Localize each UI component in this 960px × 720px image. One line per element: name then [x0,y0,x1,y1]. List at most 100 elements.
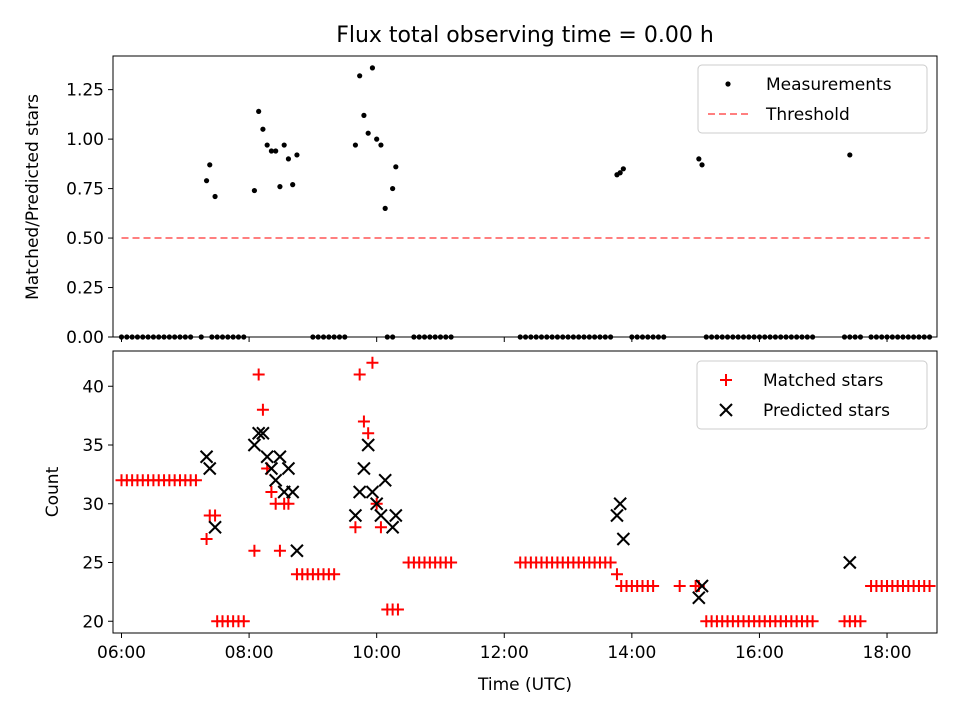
predicted-stars-point [208,520,222,534]
matched-stars-point [357,415,370,428]
predicted-stars-point [203,461,217,476]
x-tick-label: 14:00 [607,643,656,663]
top-axes-frame [112,55,938,338]
matched-stars-point [282,497,295,510]
predicted-stars-point [695,579,709,593]
measurement-point [277,184,283,190]
measurement-point [212,193,218,200]
predicted-stars-point [369,497,384,511]
matched-stars-point [362,427,375,440]
predicted-stars-point [348,508,363,523]
matched-stars-point [328,568,341,581]
predicted-stars-point [290,544,304,558]
top-legend-box [697,64,928,134]
predicted-stars-point [352,485,367,499]
measurement-point [268,148,275,154]
top-y-axis: 0.00 0.25 0.50 0.75 1.00 1.25 [66,81,113,348]
legend-threshold-label: Threshold [765,105,850,125]
measurement-point [617,170,623,176]
matched-stars-point [610,568,623,581]
predicted-stars-point [616,532,631,546]
top-chart-title: Flux total observing time = 0.00 h [336,23,714,48]
predicted-stars-point [378,473,392,487]
predicted-stars-point [843,555,857,570]
y-tick-label: 1.25 [66,81,104,101]
x-tick-label: 16:00 [735,643,784,663]
legend-matched-label: Matched stars [763,371,883,391]
predicted-stars-point [613,497,627,511]
y-tick-label: 35 [82,436,104,456]
matched-stars-point [265,486,278,498]
matched-stars-point [237,615,250,628]
matched-stars-point [273,544,286,557]
measurement-point [369,65,376,71]
matched-stars-point [200,533,213,545]
measurement-point [251,187,258,194]
measurement-point [290,182,296,188]
y-tick-label: 0.00 [66,328,104,348]
matched-stars-point [209,509,222,522]
measurement-point [374,136,380,142]
measurement-point [382,205,388,211]
bottom-panel: 20 25 30 35 40 06:00 08:00 10:00 12:00 14:00 16:0… [43,350,938,695]
top-y-axis-label: Matched/Predicted stars [23,94,43,300]
predicted-stars-point [268,473,283,487]
measurement-point [620,166,626,172]
measurement-point [207,162,213,168]
bottom-series-layer [115,356,936,628]
measurement-point [699,162,705,168]
y-tick-label: 40 [82,377,104,397]
matched-stars-point [673,580,686,592]
matched-stars-point [923,580,936,592]
legend-matched-marker [720,374,732,386]
predicted-stars-point [374,508,388,523]
matched-stars-point [854,615,867,628]
measurement-point [393,164,399,170]
matched-stars-point [248,544,261,557]
y-tick-label: 0.25 [66,279,104,299]
measurement-point [281,142,287,148]
measurement-point [361,112,367,118]
y-tick-label: 1.00 [66,130,104,150]
y-tick-label: 0.50 [66,229,104,249]
y-tick-label: 30 [82,495,104,515]
x-tick-label: 12:00 [480,643,529,663]
predicted-stars-point [199,450,214,464]
measurement-point [847,152,853,158]
predicted-stars-point [260,450,274,464]
predicted-stars-point [264,461,279,476]
bottom-y-axis-label: Count [43,466,63,517]
matched-stars-point [374,521,387,534]
bottom-x-axis: 06:00 08:00 10:00 12:00 14:00 16:00 18:00 [97,633,912,663]
top-panel: 0.00 0.25 0.50 0.75 1.00 1.25 Matched/Predict… [23,55,938,348]
predicted-stars-point [285,485,300,499]
bottom-axes-frame [112,350,938,634]
measurement-point [352,142,359,148]
bottom-legend-box [696,360,928,430]
bottom-legend: Matched stars Predicted stars [696,360,928,430]
measurement-point [357,73,363,79]
bottom-x-axis-label: Time (UTC) [477,675,572,695]
matched-stars-point [353,368,366,381]
measurement-point [390,185,396,192]
measurement-point [285,156,292,162]
matched-stars-point [252,368,265,381]
matched-stars-point [256,403,269,416]
predicted-stars-point [692,591,706,605]
matched-stars-point [349,521,362,534]
measurement-point [294,152,300,158]
measurement-point [378,142,384,148]
top-legend: Measurements Threshold [697,64,928,134]
matched-stars-point [806,615,819,628]
x-tick-label: 08:00 [225,643,274,663]
predicted-stars-point [389,508,403,523]
measurement-point [256,108,262,115]
measurement-point [264,142,270,148]
measurement-point [203,178,210,184]
x-tick-label: 18:00 [863,643,912,663]
legend-measurements-marker [725,81,731,87]
predicted-stars-point [256,426,270,440]
predicted-stars-point [357,461,371,476]
matched-stars-point [647,580,660,592]
